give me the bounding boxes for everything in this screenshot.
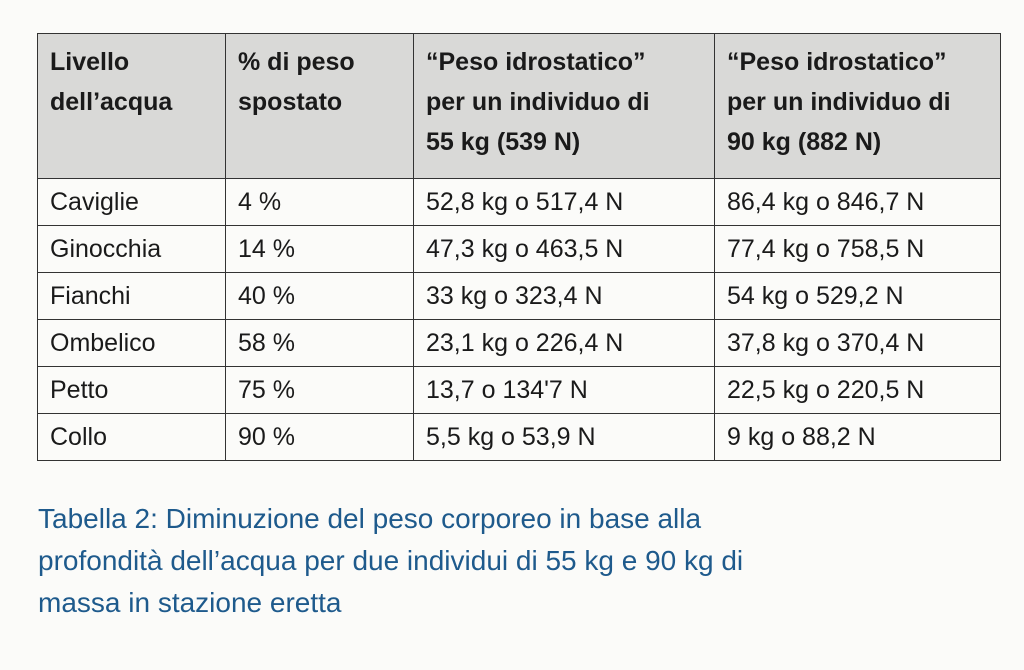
- table-cell: Petto: [37, 366, 226, 414]
- header-line: dell’acqua: [50, 88, 173, 116]
- table-cell: Collo: [37, 413, 226, 461]
- table-row: Ginocchia 14 % 47,3 kg o 463,5 N 77,4 kg o …: [37, 225, 1001, 273]
- table-cell: 5,5 kg o 53,9 N: [413, 413, 715, 461]
- header-line: 90 kg (882 N): [727, 128, 882, 156]
- table-row: Caviglie 4 % 52,8 kg o 517,4 N 86,4 kg o 84…: [37, 178, 1001, 226]
- header-cell: “Peso idrostatico” per un individuo di 55 …: [413, 33, 715, 179]
- table-cell: 14 %: [225, 225, 414, 273]
- header-line: “Peso idrostatico”: [426, 48, 646, 76]
- table-cell: 75 %: [225, 366, 414, 414]
- header-cell: Livello dell’acqua: [37, 33, 226, 179]
- table-cell: 23,1 kg o 226,4 N: [413, 319, 715, 367]
- table-cell: Caviglie: [37, 178, 226, 226]
- table-cell: Ginocchia: [37, 225, 226, 273]
- table-cell: Ombelico: [37, 319, 226, 367]
- caption-line: profondità dell’acqua per due individui …: [38, 545, 744, 576]
- table-cell: 86,4 kg o 846,7 N: [714, 178, 1001, 226]
- table-cell: 4 %: [225, 178, 414, 226]
- table-cell: 77,4 kg o 758,5 N: [714, 225, 1001, 273]
- header-line: per un individuo di: [426, 88, 650, 116]
- table-cell: 54 kg o 529,2 N: [714, 272, 1001, 320]
- header-line: per un individuo di: [727, 88, 951, 116]
- header-line: “Peso idrostatico”: [727, 48, 947, 76]
- data-table: Livello dell’acqua % di peso spostato “Peso …: [37, 33, 1001, 461]
- table-cell: 40 %: [225, 272, 414, 320]
- table-row: Ombelico 58 % 23,1 kg o 226,4 N 37,8 kg o 3…: [37, 319, 1001, 367]
- table-cell: 33 kg o 323,4 N: [413, 272, 715, 320]
- header-line: Livello: [50, 48, 130, 76]
- table-cell: 22,5 kg o 220,5 N: [714, 366, 1001, 414]
- caption-line: massa in stazione eretta: [38, 587, 342, 618]
- header-line: spostato: [238, 88, 343, 116]
- table-row: Fianchi 40 % 33 kg o 323,4 N 54 kg o 529,2 …: [37, 272, 1001, 320]
- table-cell: 9 kg o 88,2 N: [714, 413, 1001, 461]
- table-cell: 58 %: [225, 319, 414, 367]
- header-cell: “Peso idrostatico” per un individuo di 90 …: [714, 33, 1001, 179]
- table-cell: 90 %: [225, 413, 414, 461]
- header-cell: % di peso spostato: [225, 33, 414, 179]
- header-line: 55 kg (539 N): [426, 128, 581, 156]
- caption: Tabella 2: Diminuzione del peso corporeo…: [38, 498, 743, 624]
- header-line: % di peso: [238, 48, 355, 76]
- table-cell: 37,8 kg o 370,4 N: [714, 319, 1001, 367]
- header-row: Livello dell’acqua % di peso spostato “Peso …: [37, 33, 1001, 179]
- caption-line: Tabella 2: Diminuzione del peso corporeo…: [38, 503, 702, 534]
- table-cell: 47,3 kg o 463,5 N: [413, 225, 715, 273]
- table-cell: Fianchi: [37, 272, 226, 320]
- table-cell: 13,7 o 134'7 N: [413, 366, 715, 414]
- table-row: Petto 75 % 13,7 o 134'7 N 22,5 kg o 220,5 N: [37, 366, 1001, 414]
- table-cell: 52,8 kg o 517,4 N: [413, 178, 715, 226]
- table-body: Caviglie 4 % 52,8 kg o 517,4 N 86,4 kg o 84…: [37, 178, 1001, 461]
